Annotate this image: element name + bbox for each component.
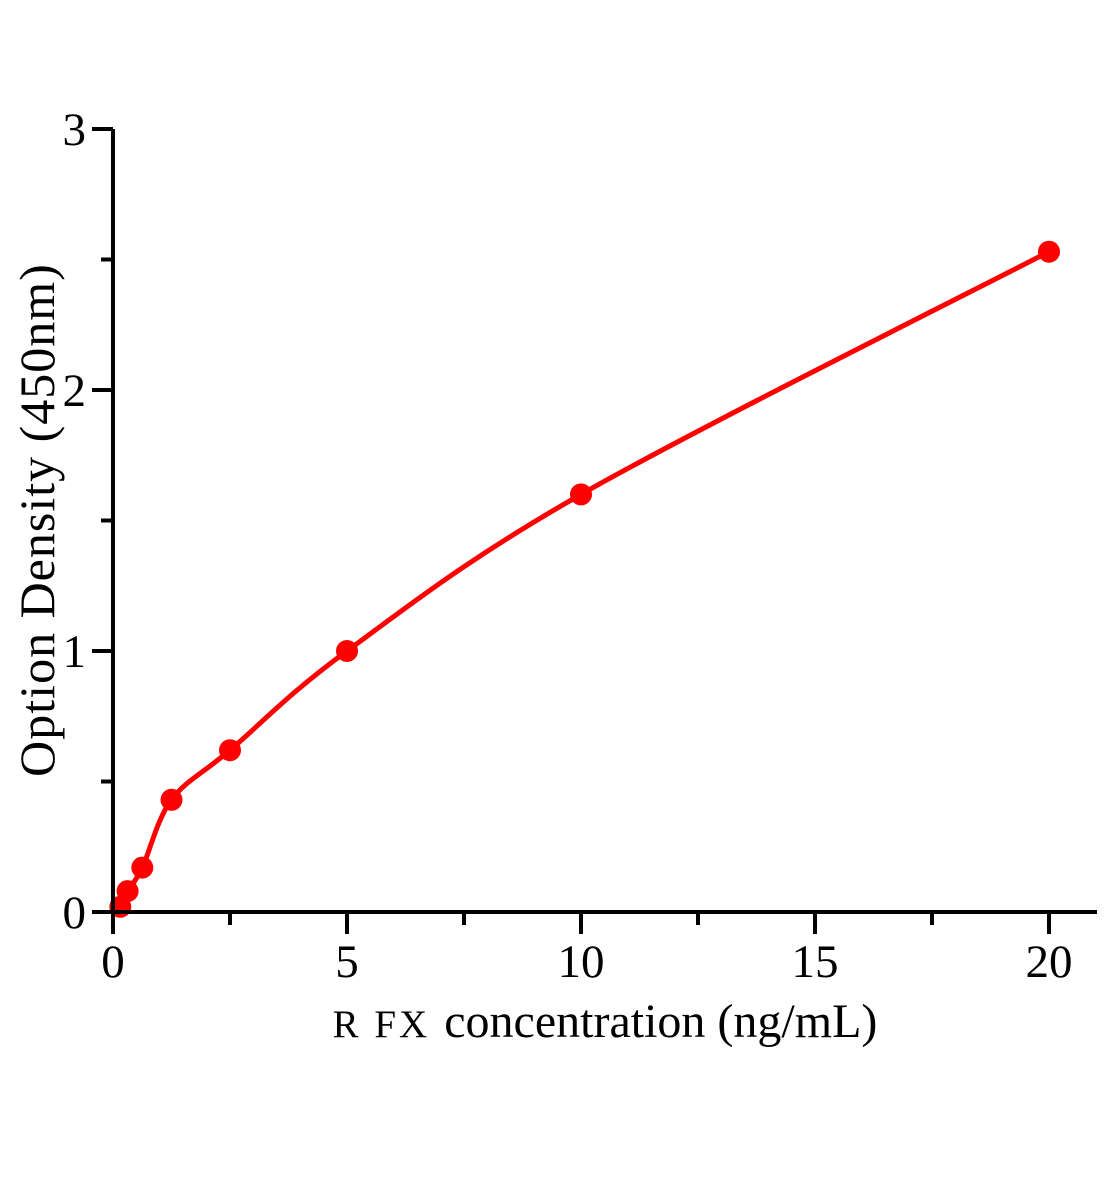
standard-curve-layer (109, 240, 1060, 918)
x-tick-label: 5 (335, 936, 359, 988)
axes-layer (92, 127, 1097, 934)
y-tick-label: 3 (63, 104, 87, 156)
data-point-marker (1038, 240, 1060, 263)
data-point-marker (131, 856, 154, 879)
y-axis-title: Option Density (450nm) (9, 263, 65, 777)
y-tick-label: 2 (63, 365, 87, 417)
x-tick-label: 15 (792, 936, 839, 988)
tick-label-layer: 0 5 10 15 20 0 1 2 3 (63, 104, 1073, 988)
fitted-curve (118, 249, 1051, 908)
x-axis-title-analyte: R FX (332, 1003, 431, 1046)
x-tick-label: 20 (1026, 936, 1073, 988)
x-axis-title-units: concentration (ng/mL) (444, 995, 878, 1048)
data-point-marker (219, 739, 241, 762)
data-point-marker (160, 788, 183, 811)
x-tick-label: 0 (101, 936, 125, 988)
data-point-marker (336, 640, 358, 662)
data-point-marker (116, 880, 139, 903)
data-point-marker (570, 483, 592, 506)
x-axis-title: R FX concentration (ng/mL) (113, 994, 1097, 1049)
x-tick-label: 10 (558, 936, 605, 988)
y-tick-label: 1 (63, 626, 87, 678)
y-tick-label: 0 (63, 887, 87, 939)
